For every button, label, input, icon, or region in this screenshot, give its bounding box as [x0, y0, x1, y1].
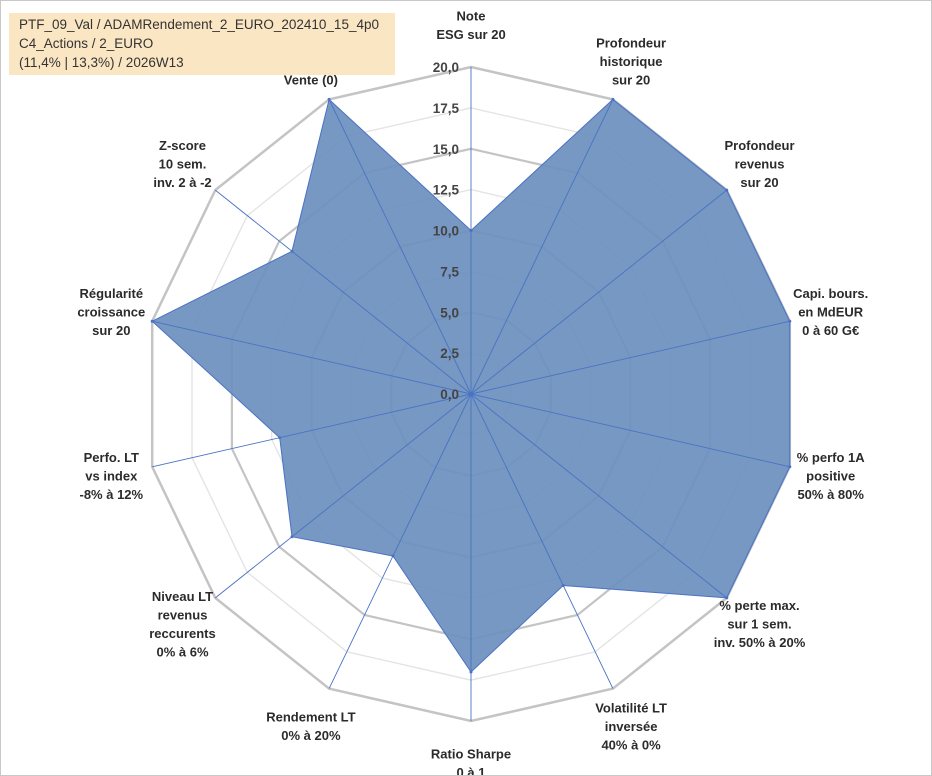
axis-label-line: 0% à 20%	[281, 728, 341, 743]
tick-label: 5,0	[440, 305, 459, 320]
data-point-5	[725, 596, 729, 600]
data-point-12	[290, 249, 294, 253]
spoke-line-1	[470, 99, 614, 395]
axis-label-line: Profondeur	[724, 138, 794, 153]
axis-label-line: Note	[457, 8, 486, 23]
portfolio-title: PTF_09_Val / ADAMRendement_2_EURO_202410…	[19, 17, 379, 32]
spoke-line-12	[215, 189, 472, 395]
axis-label-9: Niveau LT revenus reccurents 0% à 6%	[149, 589, 215, 660]
axis-label-line: Z-score	[159, 138, 206, 153]
axis-label-line: Profondeur	[596, 36, 666, 51]
spoke-line-11	[152, 320, 472, 395]
data-point-13	[327, 97, 331, 101]
data-point-1	[611, 97, 615, 101]
axis-label-3: Capi. bours. en MdEUR 0 à 60 G€	[793, 286, 868, 338]
spoke-line-8	[328, 393, 472, 689]
axis-label-line: sur 20	[740, 175, 778, 190]
axis-label-2: Profondeur revenus sur 20	[724, 138, 794, 190]
spoke-line-2	[470, 189, 727, 395]
axis-label-6: Volatilité LT inversée 40% à 0%	[595, 701, 667, 753]
tick-label: 7,5	[440, 264, 459, 279]
axis-label-line: revenus	[735, 156, 785, 171]
axis-label-line: en MdEUR	[798, 304, 864, 319]
axis-label-line: -8% à 12%	[80, 487, 144, 502]
axis-label-8: Rendement LT 0% à 20%	[266, 710, 355, 744]
axis-label-line: sur 20	[612, 73, 650, 88]
data-point-11	[150, 319, 154, 323]
axis-label-5: % perte max. sur 1 sem. inv. 50% à 20%	[714, 598, 806, 650]
axis-label-line: Rendement LT	[266, 710, 355, 725]
axis-label-line: 40% à 0%	[601, 738, 661, 753]
data-point-0	[469, 229, 473, 232]
axis-label-line: inv. 2 à -2	[153, 175, 211, 190]
axis-label-line: Niveau LT	[152, 589, 213, 604]
portfolio-stats: (11,4% | 13,3%) / 2026W13	[19, 55, 184, 70]
portfolio-category: C4_Actions / 2_EURO	[19, 36, 154, 51]
axis-label-line: vs index	[85, 469, 138, 484]
axis-label-12: Z-score 10 sem. inv. 2 à -2	[153, 138, 211, 190]
tick-label: 0,0	[440, 387, 459, 402]
data-point-2	[725, 188, 729, 192]
axis-label-line: Capi. bours.	[793, 286, 868, 301]
data-point-9	[290, 535, 294, 539]
axis-label-7: Ratio Sharpe 0 à 1	[431, 746, 511, 775]
axis-label-line: croissance	[77, 304, 145, 319]
axis-label-10: Perfo. LT vs index -8% à 12%	[80, 450, 144, 502]
axis-label-line: inv. 50% à 20%	[714, 635, 806, 650]
axis-label-line: 50% à 80%	[797, 487, 864, 502]
portfolio-info-box: PTF_09_Val / ADAMRendement_2_EURO_202410…	[9, 13, 395, 75]
spoke-line-13	[328, 99, 472, 395]
tick-label: 17,5	[433, 101, 460, 116]
radar-series	[150, 67, 792, 721]
data-point-4	[788, 465, 792, 469]
tick-label: 2,5	[440, 346, 459, 361]
axis-label-line: Vente (0)	[284, 73, 338, 88]
spoke-line-9	[215, 393, 472, 599]
axis-label-line: Perfo. LT	[84, 450, 139, 465]
axis-label-4: % perfo 1A positive 50% à 80%	[797, 450, 866, 502]
spoke-line-5	[470, 393, 727, 599]
axis-label-line: Régularité	[80, 286, 144, 301]
axis-label-line: 0 à 1	[457, 765, 486, 775]
axis-label-1: Profondeur historique sur 20	[596, 36, 666, 88]
axis-label-line: % perfo 1A	[797, 450, 866, 465]
spoke-line-4	[470, 393, 790, 468]
axis-label-line: sur 1 sem.	[727, 617, 791, 632]
axis-label-line: % perte max.	[719, 598, 799, 613]
axis-label-line: 10 sem.	[159, 156, 207, 171]
axis-label-line: historique	[600, 54, 663, 69]
axis-label-line: Ratio Sharpe	[431, 746, 511, 761]
axis-label-line: revenus	[158, 607, 208, 622]
data-point-6	[561, 584, 565, 587]
axis-label-line: inversée	[605, 719, 658, 734]
tick-label: 15,0	[433, 142, 459, 157]
axis-label-line: 0 à 60 G€	[802, 323, 859, 338]
axis-label-line: reccurents	[149, 626, 215, 641]
axis-label-line: sur 20	[92, 323, 130, 338]
data-point-10	[278, 436, 282, 440]
data-point-3	[788, 319, 792, 323]
axis-label-line: ESG sur 20	[436, 27, 505, 42]
axis-label-line: 0% à 6%	[156, 644, 208, 659]
tick-label: 10,0	[433, 224, 459, 239]
axis-label-0: Note ESG sur 20	[436, 8, 505, 42]
radial-tick-labels: 0,0 2,5 5,0 7,5 10,0 12,5 15,0 17,5 20,0	[433, 60, 460, 402]
spoke-line-10	[152, 393, 472, 468]
spoke-line-6	[470, 393, 614, 689]
tick-label: 12,5	[433, 183, 460, 198]
data-point-7	[469, 670, 473, 674]
spoke-line-3	[470, 320, 790, 395]
axis-label-11: Régularité croissance sur 20	[77, 286, 145, 338]
data-point-8	[391, 554, 395, 558]
tick-label: 20,0	[433, 60, 459, 75]
axis-label-line: Volatilité LT	[595, 701, 667, 716]
axis-label-line: positive	[806, 469, 855, 484]
